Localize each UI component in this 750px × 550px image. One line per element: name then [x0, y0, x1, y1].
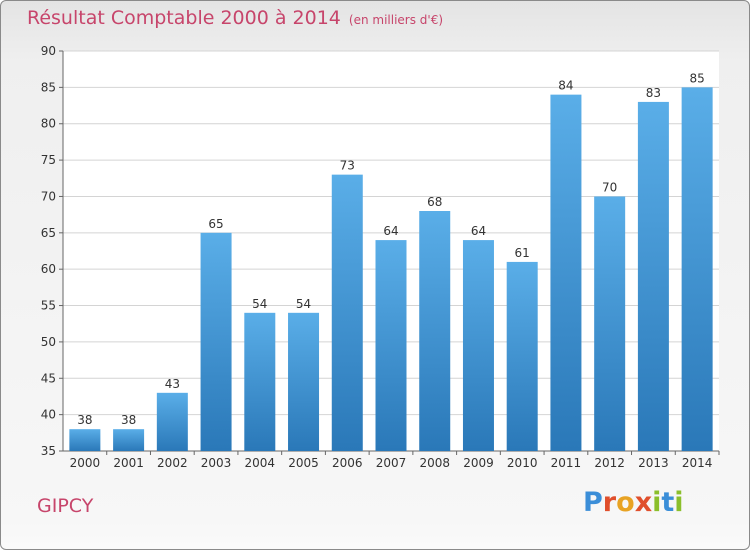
data-label: 65	[208, 217, 223, 231]
bar	[506, 261, 538, 451]
bar	[637, 101, 669, 451]
bar	[200, 232, 232, 451]
x-tick-label: 2008	[419, 456, 450, 470]
y-tick-label: 75	[41, 153, 56, 167]
x-tick-label: 2010	[507, 456, 538, 470]
data-label: 70	[602, 180, 617, 194]
data-label: 38	[121, 413, 136, 427]
data-label: 84	[558, 79, 573, 93]
chart-title: Résultat Comptable 2000 à 2014 (en millie…	[27, 7, 443, 29]
bar	[69, 429, 101, 451]
data-label: 54	[252, 297, 267, 311]
x-tick-label: 2000	[70, 456, 101, 470]
x-tick-label: 2007	[376, 456, 407, 470]
logo-letter: P	[583, 487, 603, 518]
bar	[288, 312, 320, 451]
bar	[244, 312, 276, 451]
x-tick-label: 2011	[551, 456, 582, 470]
y-tick-label: 50	[41, 335, 56, 349]
data-label: 73	[340, 159, 355, 173]
data-label: 54	[296, 297, 311, 311]
logo-letter: t	[661, 487, 675, 518]
y-tick-label: 55	[41, 299, 56, 313]
logo-letter: r	[602, 487, 617, 518]
chart-subtitle: (en milliers d'€)	[348, 13, 444, 27]
x-tick-label: 2012	[594, 456, 625, 470]
data-label: 61	[515, 246, 530, 260]
logo-letter: x	[634, 487, 653, 518]
y-tick-label: 40	[41, 408, 56, 422]
logo-letter: i	[674, 487, 684, 518]
x-tick-label: 2013	[638, 456, 669, 470]
bar	[550, 94, 582, 452]
chart-title-text: Résultat Comptable 2000 à 2014	[27, 7, 341, 29]
y-tick-label: 45	[41, 371, 56, 385]
logo-letter: o	[616, 487, 635, 518]
bar	[462, 240, 494, 451]
y-tick-label: 85	[41, 80, 56, 94]
x-tick-label: 2003	[201, 456, 232, 470]
data-label: 43	[165, 377, 180, 391]
data-label: 64	[383, 224, 398, 238]
y-tick-label: 60	[41, 262, 56, 276]
data-label: 83	[646, 86, 661, 100]
bar	[594, 196, 626, 451]
bar	[113, 429, 145, 451]
x-tick-label: 2004	[245, 456, 276, 470]
bar	[681, 87, 713, 451]
y-tick-label: 70	[41, 189, 56, 203]
x-tick-label: 2005	[288, 456, 319, 470]
y-tick-label: 65	[41, 226, 56, 240]
data-label: 68	[427, 195, 442, 209]
bar	[375, 240, 407, 451]
y-tick-label: 90	[41, 44, 56, 58]
x-tick-label: 2001	[113, 456, 144, 470]
y-tick-label: 80	[41, 117, 56, 131]
place-name: GIPCY	[37, 495, 94, 517]
data-label: 38	[77, 413, 92, 427]
y-tick-label: 35	[41, 444, 56, 458]
data-label: 64	[471, 224, 486, 238]
bar	[331, 174, 363, 452]
data-label: 85	[689, 71, 704, 85]
bar	[419, 211, 451, 451]
x-tick-label: 2002	[157, 456, 188, 470]
proxiti-logo: Proxiti	[583, 487, 684, 518]
bar	[156, 392, 188, 451]
x-tick-label: 2014	[682, 456, 713, 470]
x-tick-label: 2006	[332, 456, 363, 470]
x-tick-label: 2009	[463, 456, 494, 470]
logo-letter: i	[652, 487, 662, 518]
